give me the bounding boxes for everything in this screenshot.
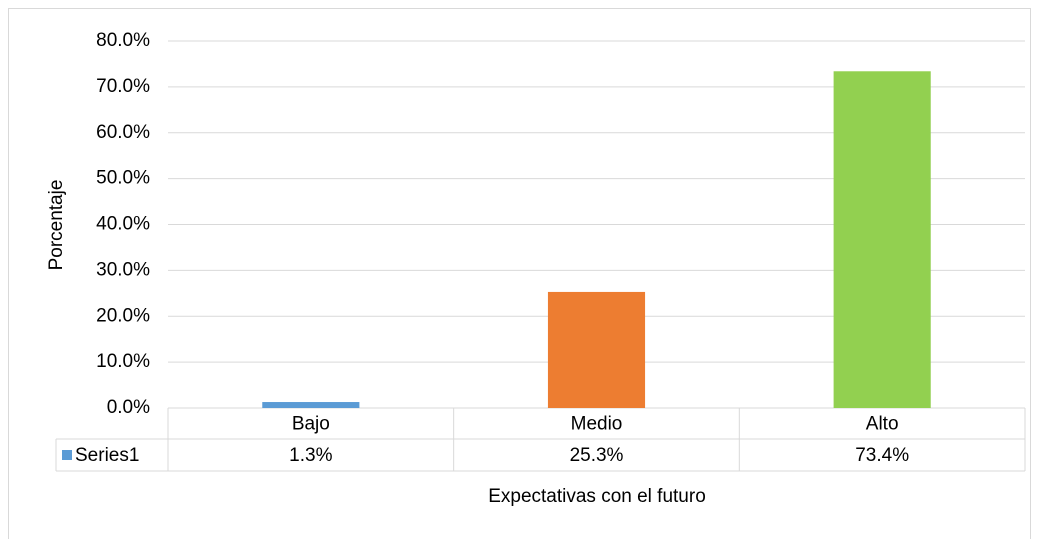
legend-label: Series1 [75, 445, 139, 466]
bar [262, 402, 360, 408]
y-tick-label: 70.0% [96, 76, 150, 97]
y-tick-label: 10.0% [96, 351, 150, 372]
y-tick-label: 0.0% [107, 397, 150, 418]
bar [547, 291, 646, 408]
legend-marker [62, 450, 72, 460]
y-tick-label: 80.0% [96, 30, 150, 51]
table-value: 73.4% [855, 445, 909, 466]
y-tick-label: 20.0% [96, 305, 150, 326]
bar [833, 71, 931, 408]
table-value: 25.3% [570, 445, 624, 466]
y-axis-title: Porcentaje [46, 180, 67, 271]
y-tick-label: 50.0% [96, 168, 150, 189]
x-axis-title: Expectativas con el futuro [488, 486, 706, 507]
x-tick-label: Medio [571, 414, 623, 435]
y-tick-label: 30.0% [96, 259, 150, 280]
x-tick-label: Bajo [292, 414, 330, 435]
y-tick-label: 40.0% [96, 214, 150, 235]
y-tick-label: 60.0% [96, 122, 150, 143]
x-tick-label: Alto [866, 414, 899, 435]
table-value: 1.3% [289, 445, 332, 466]
